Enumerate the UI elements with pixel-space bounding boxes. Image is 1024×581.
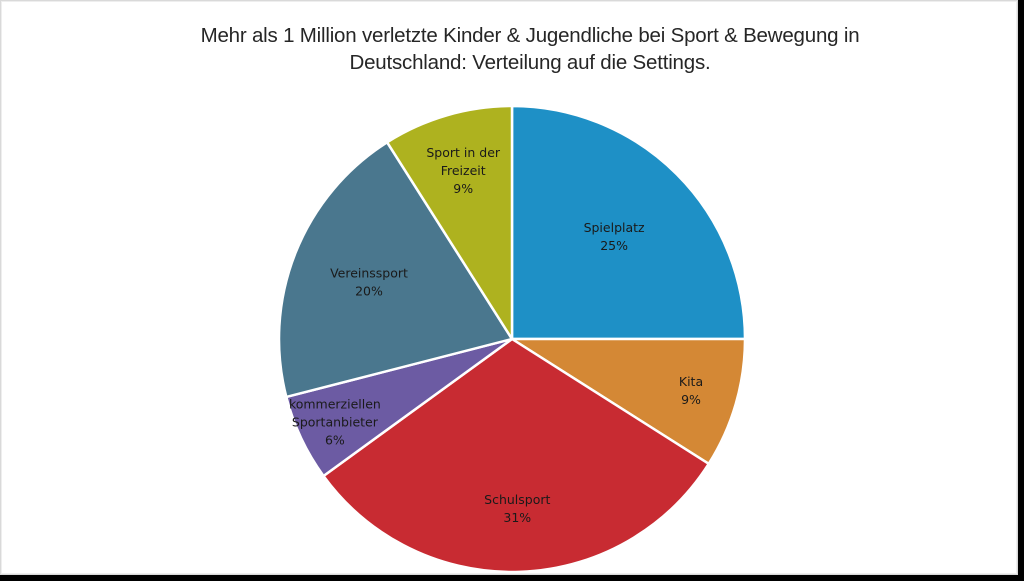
pie-slice-schulsport — [322, 337, 710, 574]
chart-title-line-1: Mehr als 1 Million verletzte Kinder & Ju… — [200, 24, 860, 47]
pie-label-sport-in-der-freizeit: Sport in der Freizeit 9% — [426, 145, 501, 196]
pie-labels: Spielplatz 25% Kita 9% Schulsport 31% kommerzi… — [289, 145, 703, 525]
pie-slices — [277, 104, 747, 574]
pie-label-kommerziellen-sportanbieter: kommerziellen Sportanbieter 6% — [289, 396, 381, 447]
pie-slice-kita — [510, 337, 747, 466]
pie-label-spielplatz: Spielplatz 25% — [584, 220, 645, 253]
pie-label-vereinssport: Vereinssport 20% — [330, 265, 408, 298]
pie-slice-spielplatz — [510, 104, 747, 341]
pie-slice-vereinssport — [277, 141, 514, 399]
pie-label-schulsport: Schulsport 31% — [484, 492, 550, 525]
pie-slice-sport-in-der-freizeit — [385, 104, 514, 341]
pie-label-kita: Kita 9% — [679, 374, 703, 407]
chart-title: Mehr als 1 Million verletzte Kinder & Ju… — [0, 22, 1024, 76]
chart-title-line-2: Deutschland: Verteilung auf die Settings… — [349, 51, 711, 74]
